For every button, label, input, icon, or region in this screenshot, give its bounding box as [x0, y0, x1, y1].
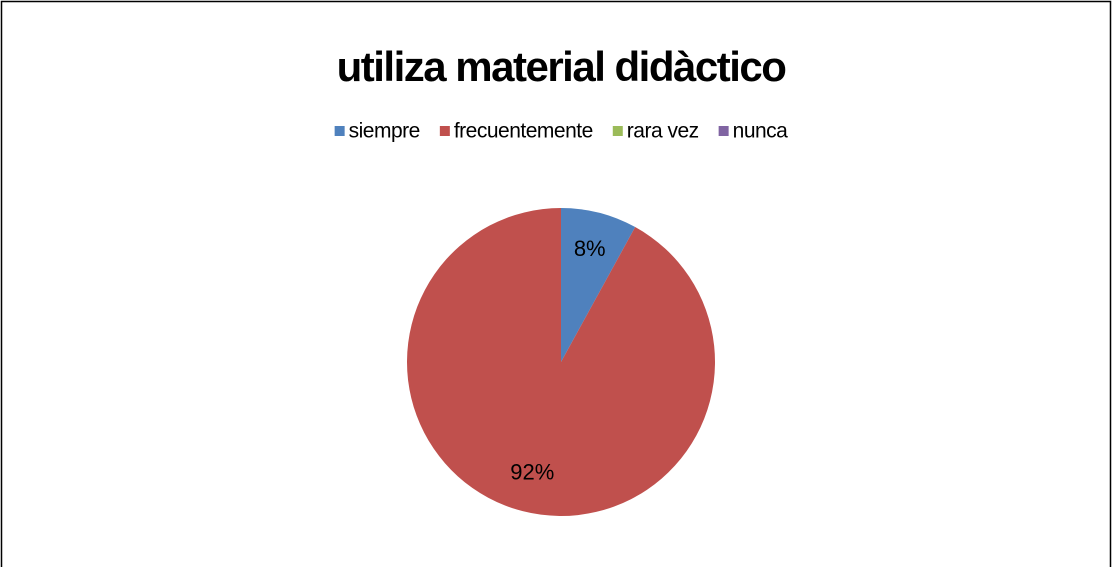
- legend-label: rara vez: [627, 120, 699, 143]
- legend-swatch: [718, 126, 729, 136]
- legend-label: nunca: [733, 120, 789, 143]
- legend-label: siempre: [349, 120, 420, 143]
- legend-label: frecuentemente: [454, 120, 593, 143]
- legend-swatch: [334, 126, 345, 136]
- legend: siempre frecuentemente rara vez nunca: [334, 120, 789, 143]
- data-label: 8%: [574, 236, 606, 261]
- legend-swatch: [612, 126, 623, 136]
- legend-swatch: [439, 126, 450, 136]
- pie: 8% 92%: [407, 208, 716, 517]
- pie-slice: [561, 208, 636, 362]
- chart-title: utiliza material didàctico: [337, 43, 787, 90]
- data-label: 92%: [510, 460, 554, 485]
- pie-slice: [407, 208, 716, 517]
